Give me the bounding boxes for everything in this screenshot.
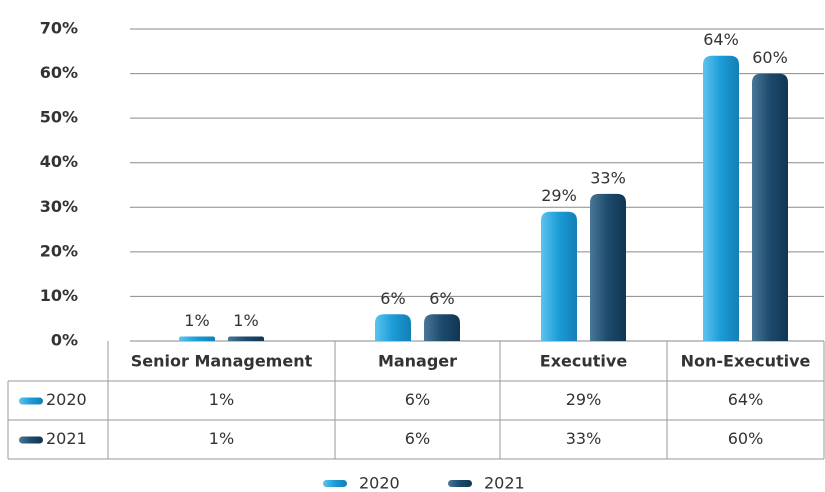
y-tick-label: 40% xyxy=(40,152,78,171)
table-cell: 1% xyxy=(209,390,234,409)
bar xyxy=(703,55,739,341)
data-label: 6% xyxy=(429,289,454,308)
table-row-label: 2020 xyxy=(46,390,87,409)
legend-swatch xyxy=(323,480,347,487)
bar xyxy=(179,336,215,341)
x-tick-label: Manager xyxy=(378,352,457,371)
table-swatch xyxy=(19,436,43,444)
bar xyxy=(228,336,264,341)
table-cell: 33% xyxy=(566,429,602,448)
bar xyxy=(590,193,626,341)
table-cell: 29% xyxy=(566,390,602,409)
y-tick-label: 60% xyxy=(40,63,78,82)
x-tick-label: Senior Management xyxy=(131,352,313,371)
table-cell: 64% xyxy=(728,390,764,409)
table-cell: 6% xyxy=(405,390,430,409)
legend-label: 2021 xyxy=(484,474,525,492)
x-tick-label: Executive xyxy=(540,352,628,371)
table-cell: 6% xyxy=(405,429,430,448)
table-cell: 1% xyxy=(209,429,234,448)
table-cell: 60% xyxy=(728,429,764,448)
data-label: 33% xyxy=(590,168,626,187)
y-tick-label: 0% xyxy=(51,331,78,350)
y-tick-label: 10% xyxy=(40,286,78,305)
y-tick-label: 70% xyxy=(40,19,78,38)
data-label: 1% xyxy=(184,311,209,330)
y-tick-label: 20% xyxy=(40,241,78,260)
legend-swatch xyxy=(448,480,472,487)
data-label: 1% xyxy=(233,311,258,330)
legend-label: 2020 xyxy=(359,474,400,492)
y-tick-label: 30% xyxy=(40,197,78,216)
x-tick-label: Non-Executive xyxy=(681,352,811,371)
data-label: 60% xyxy=(752,48,788,67)
y-tick-label: 50% xyxy=(40,108,78,127)
table-swatch xyxy=(19,397,43,405)
bar xyxy=(375,314,411,341)
data-label: 29% xyxy=(541,186,577,205)
table-row-label: 2021 xyxy=(46,429,87,448)
bar xyxy=(424,314,460,341)
bar xyxy=(541,211,577,341)
bar xyxy=(752,73,788,342)
data-label: 6% xyxy=(380,289,405,308)
data-label: 64% xyxy=(703,30,739,49)
